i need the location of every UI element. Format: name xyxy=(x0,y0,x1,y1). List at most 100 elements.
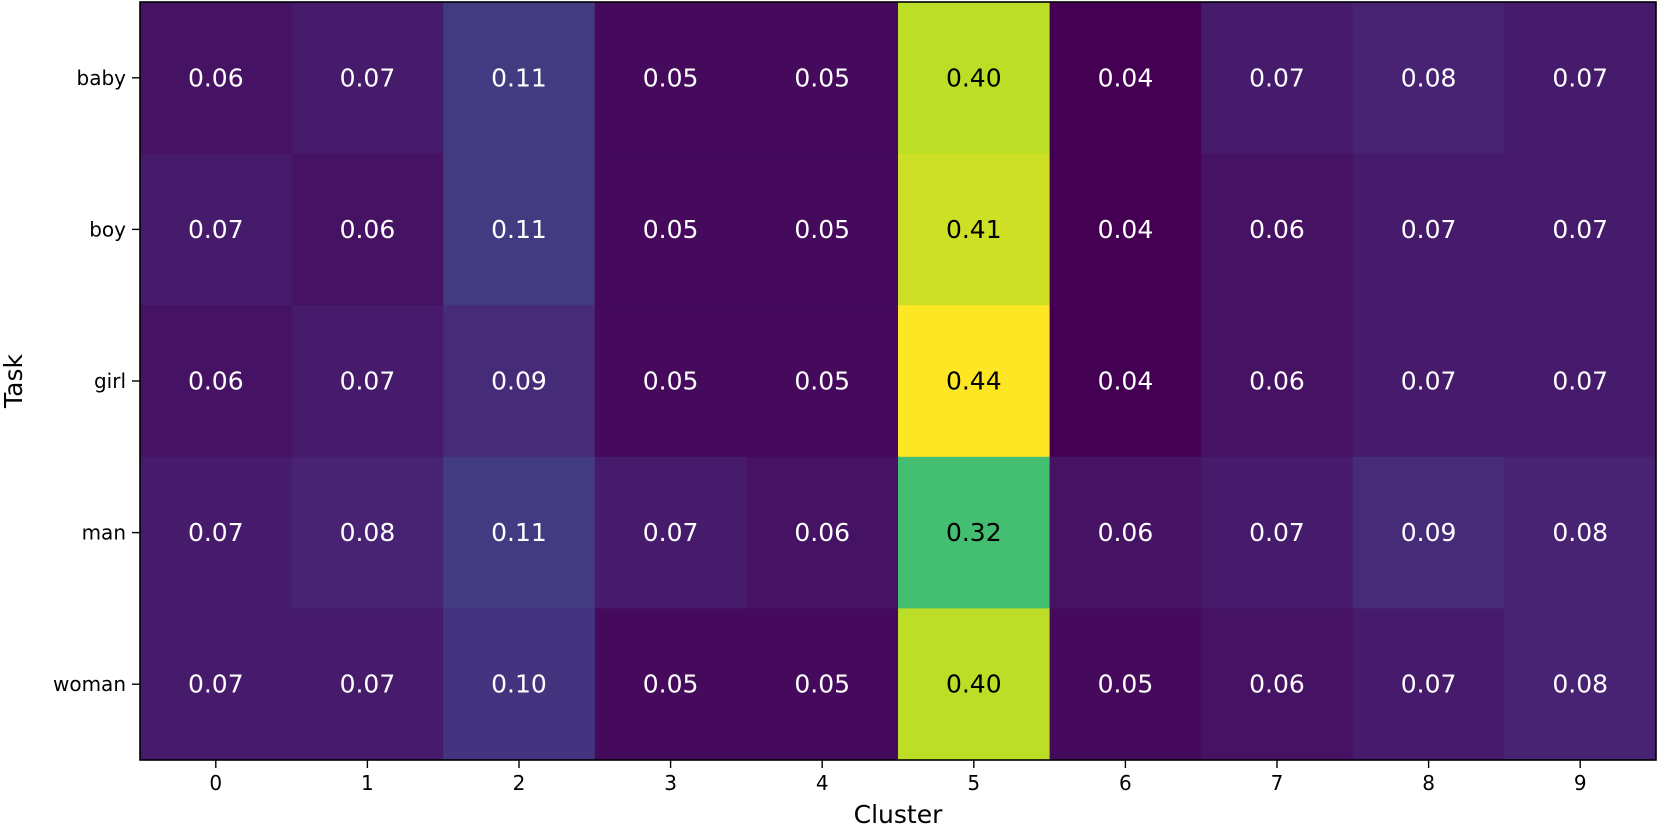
heatmap-cell xyxy=(594,153,747,306)
heatmap-cell-value: 0.06 xyxy=(1249,367,1305,396)
heatmap-cell-value: 0.07 xyxy=(188,518,244,547)
heatmap-cell xyxy=(140,2,293,155)
heatmap-cell xyxy=(746,456,899,609)
y-tick-label: baby xyxy=(77,66,127,90)
x-tick-label: 5 xyxy=(967,771,980,795)
heatmap-cell xyxy=(443,2,596,155)
heatmap-cell-value: 0.07 xyxy=(1552,367,1608,396)
heatmap-cell xyxy=(443,153,596,306)
heatmap-cell xyxy=(1201,456,1354,609)
heatmap-cell-value: 0.07 xyxy=(188,215,244,244)
y-tick-label: woman xyxy=(53,672,126,696)
heatmap-cell xyxy=(594,456,747,609)
x-axis-ticks: 0 1 2 3 4 5 6 7 8 9 xyxy=(209,760,1587,795)
heatmap-cell-value: 0.07 xyxy=(1401,367,1457,396)
heatmap-cell-value: 0.09 xyxy=(1401,518,1457,547)
x-axis-label: Cluster xyxy=(854,800,943,829)
heatmap-cell xyxy=(1352,305,1505,458)
heatmap-cell-value: 0.06 xyxy=(1249,215,1305,244)
heatmap-cell-value: 0.05 xyxy=(794,367,850,396)
heatmap-cell xyxy=(291,608,444,761)
heatmap-cell-value: 0.07 xyxy=(1249,63,1305,92)
y-axis-label: Task xyxy=(0,354,28,409)
heatmap-cell-value: 0.05 xyxy=(1098,670,1154,699)
heatmap-cell xyxy=(1201,153,1354,306)
heatmap-cell-value: 0.07 xyxy=(1552,63,1608,92)
heatmap-cell xyxy=(1352,608,1505,761)
heatmap-cell-value: 0.07 xyxy=(643,518,699,547)
x-tick-label: 4 xyxy=(816,771,829,795)
heatmap-cell xyxy=(443,456,596,609)
heatmap-cells xyxy=(140,2,1657,761)
heatmap-cell xyxy=(746,153,899,306)
x-tick-label: 0 xyxy=(209,771,222,795)
y-tick-label: girl xyxy=(94,369,126,393)
heatmap-cell-value: 0.40 xyxy=(946,670,1002,699)
heatmap-cell xyxy=(1504,305,1657,458)
heatmap-cell-value: 0.07 xyxy=(340,63,396,92)
heatmap-cell xyxy=(443,608,596,761)
heatmap-cell-value: 0.41 xyxy=(946,215,1002,244)
heatmap-cell-value: 0.09 xyxy=(491,367,547,396)
heatmap-cell xyxy=(1504,2,1657,155)
heatmap-cell xyxy=(746,608,899,761)
heatmap-cell-value: 0.05 xyxy=(643,670,699,699)
heatmap-cell xyxy=(140,305,293,458)
heatmap-cell-value: 0.08 xyxy=(1401,63,1457,92)
heatmap-cell-value: 0.07 xyxy=(1401,670,1457,699)
heatmap-cell-value: 0.05 xyxy=(643,215,699,244)
heatmap-cell-value: 0.05 xyxy=(643,367,699,396)
heatmap-cell xyxy=(291,305,444,458)
heatmap-cell-value: 0.07 xyxy=(1401,215,1457,244)
heatmap-cell xyxy=(1049,305,1202,458)
heatmap-cell-value: 0.07 xyxy=(1249,518,1305,547)
heatmap-cell xyxy=(594,608,747,761)
heatmap-cell xyxy=(594,2,747,155)
heatmap-cell-value: 0.06 xyxy=(1098,518,1154,547)
heatmap-cell xyxy=(594,305,747,458)
heatmap-cell-value: 0.08 xyxy=(1552,518,1608,547)
heatmap-cell-value: 0.05 xyxy=(794,215,850,244)
heatmap-cell xyxy=(1352,2,1505,155)
heatmap-cell-value: 0.40 xyxy=(946,63,1002,92)
heatmap-cell-value: 0.07 xyxy=(340,670,396,699)
heatmap-cell xyxy=(443,305,596,458)
heatmap-cell xyxy=(1201,608,1354,761)
heatmap-cell xyxy=(746,305,899,458)
heatmap-cell-value: 0.04 xyxy=(1098,63,1154,92)
heatmap-cell-value: 0.06 xyxy=(1249,670,1305,699)
heatmap-cell xyxy=(1049,608,1202,761)
heatmap-cell-value: 0.10 xyxy=(491,670,547,699)
x-tick-label: 2 xyxy=(513,771,526,795)
heatmap-cell xyxy=(746,2,899,155)
heatmap-cell xyxy=(898,456,1051,609)
heatmap-cell xyxy=(1352,456,1505,609)
heatmap-cell-value: 0.11 xyxy=(491,63,547,92)
heatmap-cell xyxy=(1201,305,1354,458)
y-tick-label: boy xyxy=(89,217,126,241)
heatmap-cell xyxy=(898,305,1051,458)
x-tick-label: 9 xyxy=(1574,771,1587,795)
x-tick-label: 6 xyxy=(1119,771,1132,795)
heatmap-cell-value: 0.08 xyxy=(340,518,396,547)
y-tick-label: man xyxy=(82,521,126,545)
heatmap-cell xyxy=(898,608,1051,761)
heatmap-cell xyxy=(1049,153,1202,306)
heatmap-cell-value: 0.06 xyxy=(340,215,396,244)
heatmap-cell xyxy=(1049,456,1202,609)
heatmap-cell-value: 0.07 xyxy=(340,367,396,396)
heatmap-cell-value: 0.06 xyxy=(188,63,244,92)
heatmap-cell xyxy=(1049,2,1202,155)
x-tick-label: 8 xyxy=(1422,771,1435,795)
heatmap-cell-value: 0.07 xyxy=(188,670,244,699)
heatmap-cell-value: 0.06 xyxy=(794,518,850,547)
heatmap-cell-value: 0.05 xyxy=(643,63,699,92)
heatmap-cell-value: 0.04 xyxy=(1098,367,1154,396)
heatmap-cell xyxy=(140,456,293,609)
x-tick-label: 3 xyxy=(664,771,677,795)
heatmap-cell xyxy=(1504,456,1657,609)
heatmap-cell xyxy=(1201,2,1354,155)
x-tick-label: 1 xyxy=(361,771,374,795)
heatmap-cell xyxy=(1504,608,1657,761)
